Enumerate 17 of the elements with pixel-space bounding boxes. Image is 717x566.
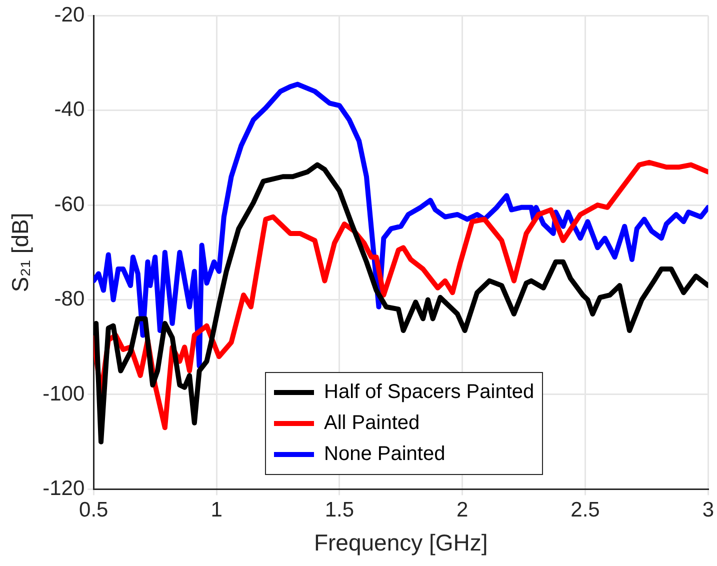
y-tick-label: -20 bbox=[54, 3, 85, 26]
x-tick-label: 3 bbox=[702, 498, 714, 522]
y-tick-label: -80 bbox=[54, 288, 85, 311]
x-tick-label: 0.5 bbox=[79, 498, 108, 522]
x-tick-label: 2.5 bbox=[570, 498, 600, 522]
legend-label: None Painted bbox=[324, 443, 446, 466]
x-tick-label: 1.5 bbox=[324, 498, 354, 522]
x-tick-label: 2 bbox=[456, 498, 468, 522]
legend-label: Half of Spacers Painted bbox=[324, 381, 534, 404]
y-tick-label: -100 bbox=[42, 382, 85, 406]
y-axis-title: S₂₁ [dB] bbox=[7, 212, 34, 292]
y-tick-label: -40 bbox=[54, 98, 85, 122]
y-tick-label: -120 bbox=[42, 476, 85, 500]
legend-label: All Painted bbox=[324, 412, 420, 435]
x-axis-title: Frequency [GHz] bbox=[314, 530, 488, 556]
y-tick-label: -60 bbox=[54, 192, 85, 216]
x-tick-label: 1 bbox=[210, 498, 222, 522]
